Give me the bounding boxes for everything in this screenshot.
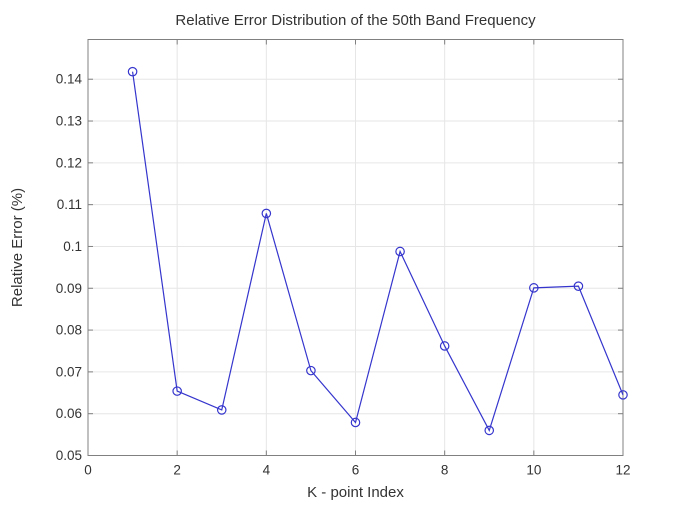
data-point-marker: [484, 425, 495, 436]
data-point-marker: [395, 246, 405, 257]
y-axis-label: Relative Error (%): [9, 188, 26, 307]
y-tick-label: 0.14: [56, 72, 83, 87]
y-tick-label: 0.07: [56, 364, 82, 379]
axis-layer: 0 2 4 6 8 10 12 0.05 0.06 0.07 0.08 0.09 0.1 0.11 0.12…: [56, 39, 631, 478]
series-layer: [127, 66, 628, 436]
x-axis-label: K - point Index: [307, 484, 404, 501]
x-tick-label: 0: [84, 463, 92, 478]
y-tick-label: 0.06: [56, 406, 82, 421]
data-point-marker: [529, 283, 539, 293]
x-tick-label: 12: [615, 463, 630, 478]
x-tick-label: 4: [263, 463, 271, 478]
y-tick-label: 0.09: [56, 281, 82, 296]
series-line: [131, 71, 624, 432]
y-tick-label: 0.13: [56, 114, 82, 129]
data-point-marker: [261, 208, 272, 219]
grid-layer: [88, 39, 623, 456]
y-tick-label: 0.05: [56, 448, 82, 463]
y-tick-label: 0.11: [57, 197, 82, 212]
y-tick-label: 0.08: [56, 323, 82, 338]
x-tick-label: 10: [526, 463, 541, 478]
x-tick-label: 6: [352, 463, 360, 478]
x-tick-label: 8: [441, 463, 449, 478]
data-point-marker: [573, 281, 584, 291]
data-point-marker: [216, 405, 227, 415]
chart-title: Relative Error Distribution of the 50th …: [175, 12, 536, 29]
y-tick-label: 0.12: [56, 155, 82, 170]
data-point-marker: [350, 417, 361, 428]
y-tick-label: 0.1: [63, 239, 82, 254]
data-point-marker: [618, 390, 628, 400]
data-point-marker: [172, 386, 182, 396]
x-tick-label: 2: [173, 463, 181, 478]
data-point-marker: [127, 66, 138, 77]
data-point-marker: [439, 341, 450, 351]
data-point-marker: [306, 365, 316, 376]
